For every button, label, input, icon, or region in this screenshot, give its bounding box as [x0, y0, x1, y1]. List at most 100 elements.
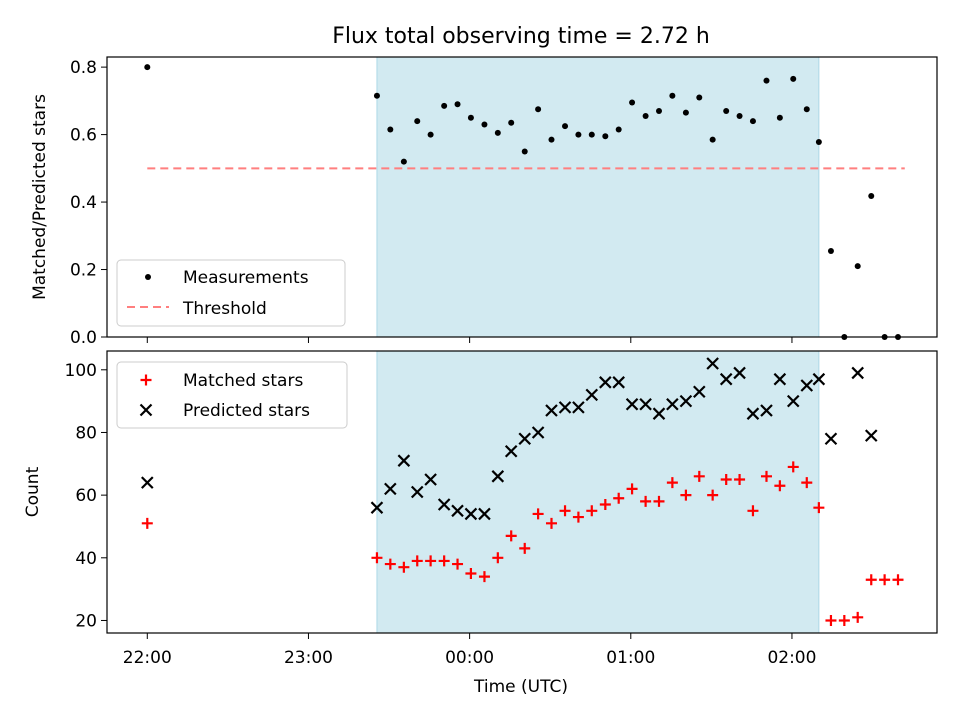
matched-star-point	[452, 558, 464, 570]
measurement-point	[562, 123, 569, 130]
predicted-star-point	[464, 507, 478, 521]
y-tick-label: 60	[75, 486, 97, 506]
predicted-star-point	[679, 394, 693, 408]
matched-star-point	[640, 495, 652, 507]
count-panel: 20 40 60 80 100 22:00 23:00 00:00 01:00 02:00 Coun…	[23, 350, 938, 668]
matched-star-point	[734, 473, 746, 485]
measurement-point	[548, 136, 555, 143]
x-tick-label: 22:00	[123, 648, 172, 668]
measurement-point	[414, 118, 421, 125]
measurement-point	[400, 158, 407, 165]
predicted-star-point	[786, 394, 800, 408]
predicted-star-point	[812, 372, 826, 386]
plot-frame	[106, 350, 938, 634]
predicted-star-point	[800, 379, 814, 392]
measurement-point	[508, 119, 515, 126]
x-tick-label: 00:00	[445, 648, 494, 668]
measurement-point	[803, 106, 810, 113]
measurement-point	[615, 126, 622, 133]
matched-star-point	[572, 511, 584, 523]
predicted-star-point	[545, 404, 558, 417]
legend-matched-marker	[140, 374, 152, 386]
y-tick-label: 0.2	[70, 261, 97, 281]
legend-measurement-marker	[145, 274, 151, 280]
y-axis-label: Count	[23, 466, 43, 517]
legend: Matched stars Predicted stars	[116, 361, 348, 429]
x-tick-label: 23:00	[284, 648, 333, 668]
matched-star-point	[801, 477, 813, 489]
predicted-star-point	[424, 473, 437, 486]
legend-box	[116, 259, 346, 327]
predicted-star-point	[652, 407, 666, 420]
matched-star-point	[599, 499, 611, 511]
measurement-point	[144, 64, 151, 71]
matched-star-point	[478, 571, 490, 583]
measurement-point	[763, 77, 770, 84]
predicted-star-point	[599, 376, 612, 389]
predicted-star-point	[773, 372, 787, 386]
measurement-point	[629, 99, 636, 106]
legend-box	[116, 361, 348, 429]
predicted-star-point	[531, 426, 545, 439]
measurement-point	[776, 114, 783, 121]
measurement-point	[854, 263, 861, 270]
predicted-star-point	[639, 397, 652, 411]
predicted-star-point	[397, 454, 411, 467]
measurement-point	[815, 139, 822, 146]
legend-predicted-label: Predicted stars	[183, 401, 310, 421]
matched-star-point	[666, 477, 678, 489]
measurement-point	[709, 136, 716, 143]
y-tick-label: 0.6	[70, 126, 97, 146]
measurement-point	[696, 94, 703, 101]
y-tick-label: 100	[65, 361, 97, 381]
measurement-point	[682, 109, 689, 116]
matched-star-point	[693, 470, 705, 482]
matched-star-point	[680, 489, 692, 501]
matched-star-point	[865, 574, 877, 586]
matched-star-point	[519, 542, 531, 554]
legend-measurements-label: Measurements	[183, 268, 309, 288]
predicted-star-point	[141, 476, 154, 489]
legend-matched-label: Matched stars	[183, 371, 303, 391]
matched-star-point	[720, 473, 732, 485]
measurement-point	[481, 121, 488, 128]
matched-star-point	[384, 558, 396, 570]
predicted-star-point	[437, 498, 451, 511]
y-tick-label: 0.4	[70, 193, 97, 213]
measurement-point	[494, 129, 501, 136]
y-tick-label: 0.0	[70, 328, 97, 348]
matched-star-point	[787, 461, 799, 473]
matched-star-point	[141, 517, 153, 529]
matched-star-point	[398, 561, 410, 573]
matched-star-point	[559, 505, 571, 517]
matched-star-point	[465, 567, 477, 579]
chart-title: Flux total observing time = 2.72 h	[332, 24, 710, 49]
measurement-point	[588, 131, 595, 138]
matched-star-point	[425, 555, 437, 567]
matched-star-point	[852, 611, 864, 623]
y-tick-label: 0.8	[70, 58, 97, 78]
predicted-star-point	[410, 485, 424, 499]
predicted-star-point	[706, 357, 719, 370]
matched-star-point	[532, 508, 544, 520]
predicted-star-point	[384, 482, 397, 496]
matched-star-point	[653, 495, 665, 507]
predicted-star-point	[504, 444, 518, 458]
matched-star-point	[545, 517, 557, 529]
x-axis-label: Time (UTC)	[473, 677, 568, 697]
matched-star-point	[760, 470, 772, 482]
measurement-point	[723, 107, 730, 114]
observing-window-band	[376, 56, 820, 338]
matched-star-point	[586, 505, 598, 517]
predicted-star-point	[851, 366, 864, 380]
predicted-star-point	[572, 401, 585, 414]
matched-star-point	[825, 614, 837, 626]
predicted-star-point	[558, 401, 572, 414]
y-tick-label: 20	[75, 611, 97, 631]
y-axis-label: Matched/Predicted stars	[30, 94, 50, 300]
predicted-star-point	[760, 404, 773, 417]
measurement-point	[790, 75, 797, 82]
plot-frame	[106, 56, 938, 338]
matched-star-point	[492, 552, 504, 564]
measurement-point	[669, 92, 676, 99]
